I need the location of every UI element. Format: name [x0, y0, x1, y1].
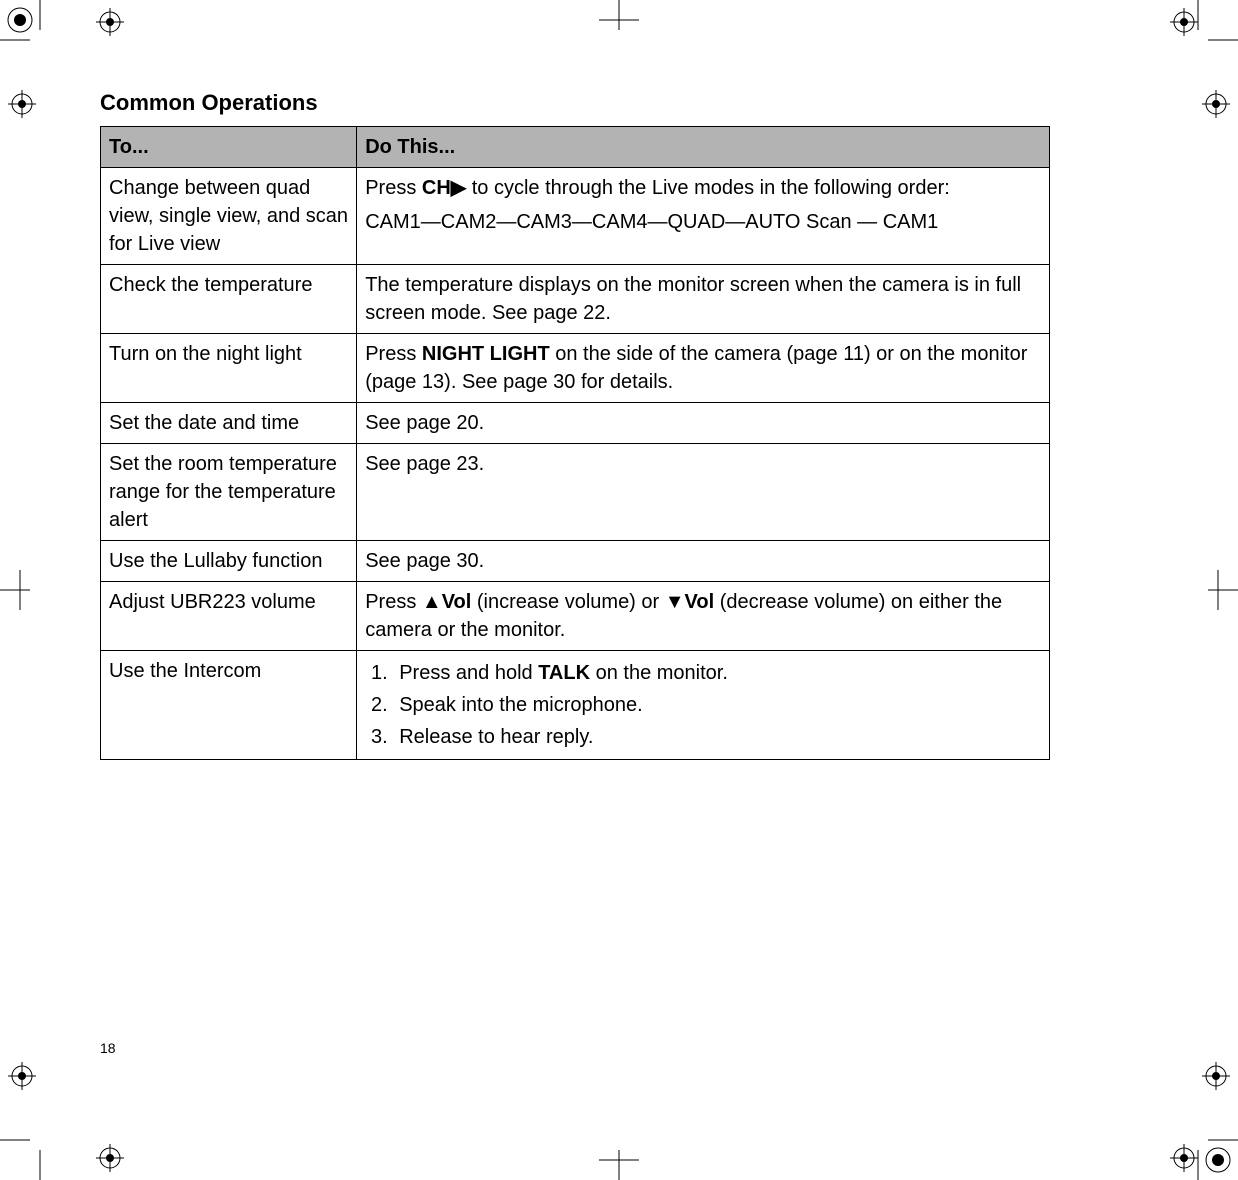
crop-mark-icon	[0, 0, 60, 60]
cell-to: Set the room temperature range for the t…	[101, 444, 357, 541]
registration-mark-icon	[8, 90, 36, 118]
table-row: Turn on the night light Press NIGHT LIGH…	[101, 334, 1050, 403]
registration-mark-icon	[1202, 1062, 1230, 1090]
cell-do: Press and hold TALK on the monitor. Spea…	[357, 651, 1050, 760]
cell-to: Turn on the night light	[101, 334, 357, 403]
cell-to: Adjust UBR223 volume	[101, 582, 357, 651]
cell-do: See page 23.	[357, 444, 1050, 541]
cell-to: Use the Intercom	[101, 651, 357, 760]
table-row: Use the Intercom Press and hold TALK on …	[101, 651, 1050, 760]
text: Press	[365, 177, 422, 199]
crop-mark-icon	[0, 1120, 60, 1180]
cell-to: Check the temperature	[101, 265, 357, 334]
button-label-ch: CH▶	[422, 177, 466, 199]
cell-to: Use the Lullaby function	[101, 541, 357, 582]
intercom-steps: Press and hold TALK on the monitor. Spea…	[365, 657, 1041, 753]
button-label-nightlight: NIGHT LIGHT	[422, 343, 550, 365]
crop-mark-icon	[589, 0, 649, 40]
list-item: Release to hear reply.	[393, 721, 1041, 753]
text: (increase volume) or	[471, 591, 664, 613]
crop-mark-icon	[589, 1140, 649, 1180]
page-number: 18	[100, 1040, 116, 1056]
cell-do: Press ▲Vol (increase volume) or ▼Vol (de…	[357, 582, 1050, 651]
cell-do: See page 30.	[357, 541, 1050, 582]
text: Press and hold	[399, 662, 538, 684]
table-row: Check the temperature The temperature di…	[101, 265, 1050, 334]
table-row: Set the room temperature range for the t…	[101, 444, 1050, 541]
crop-mark-icon	[0, 560, 40, 620]
table-row: Change between quad view, single view, a…	[101, 168, 1050, 265]
text: Press	[365, 591, 422, 613]
registration-mark-icon	[1170, 8, 1198, 36]
cell-do: See page 20.	[357, 403, 1050, 444]
registration-mark-icon	[1202, 90, 1230, 118]
page-content: Common Operations To... Do This... Chang…	[100, 90, 1050, 760]
text: CAM1—CAM2—CAM3—CAM4—QUAD—AUTO Scan — CAM…	[365, 211, 938, 233]
registration-mark-icon	[96, 8, 124, 36]
operations-table: To... Do This... Change between quad vie…	[100, 126, 1050, 760]
button-label-talk: TALK	[538, 662, 590, 684]
registration-mark-icon	[96, 1144, 124, 1172]
table-row: Use the Lullaby function See page 30.	[101, 541, 1050, 582]
registration-mark-icon	[8, 1062, 36, 1090]
text: on the monitor.	[590, 662, 728, 684]
cell-to: Change between quad view, single view, a…	[101, 168, 357, 265]
cell-do: Press CH▶ to cycle through the Live mode…	[357, 168, 1050, 265]
registration-mark-icon	[1170, 1144, 1198, 1172]
button-label-vol-up: ▲Vol	[422, 591, 471, 613]
text: to cycle through the Live modes in the f…	[466, 177, 950, 199]
table-header-do: Do This...	[357, 127, 1050, 168]
cell-do: The temperature displays on the monitor …	[357, 265, 1050, 334]
table-row: Set the date and time See page 20.	[101, 403, 1050, 444]
table-header-to: To...	[101, 127, 357, 168]
table-header-row: To... Do This...	[101, 127, 1050, 168]
list-item: Press and hold TALK on the monitor.	[393, 657, 1041, 689]
cell-do: Press NIGHT LIGHT on the side of the cam…	[357, 334, 1050, 403]
list-item: Speak into the microphone.	[393, 689, 1041, 721]
text: Press	[365, 343, 422, 365]
button-label-vol-down: ▼Vol	[665, 591, 714, 613]
crop-mark-icon	[1198, 560, 1238, 620]
table-row: Adjust UBR223 volume Press ▲Vol (increas…	[101, 582, 1050, 651]
section-heading: Common Operations	[100, 90, 1050, 116]
cell-to: Set the date and time	[101, 403, 357, 444]
